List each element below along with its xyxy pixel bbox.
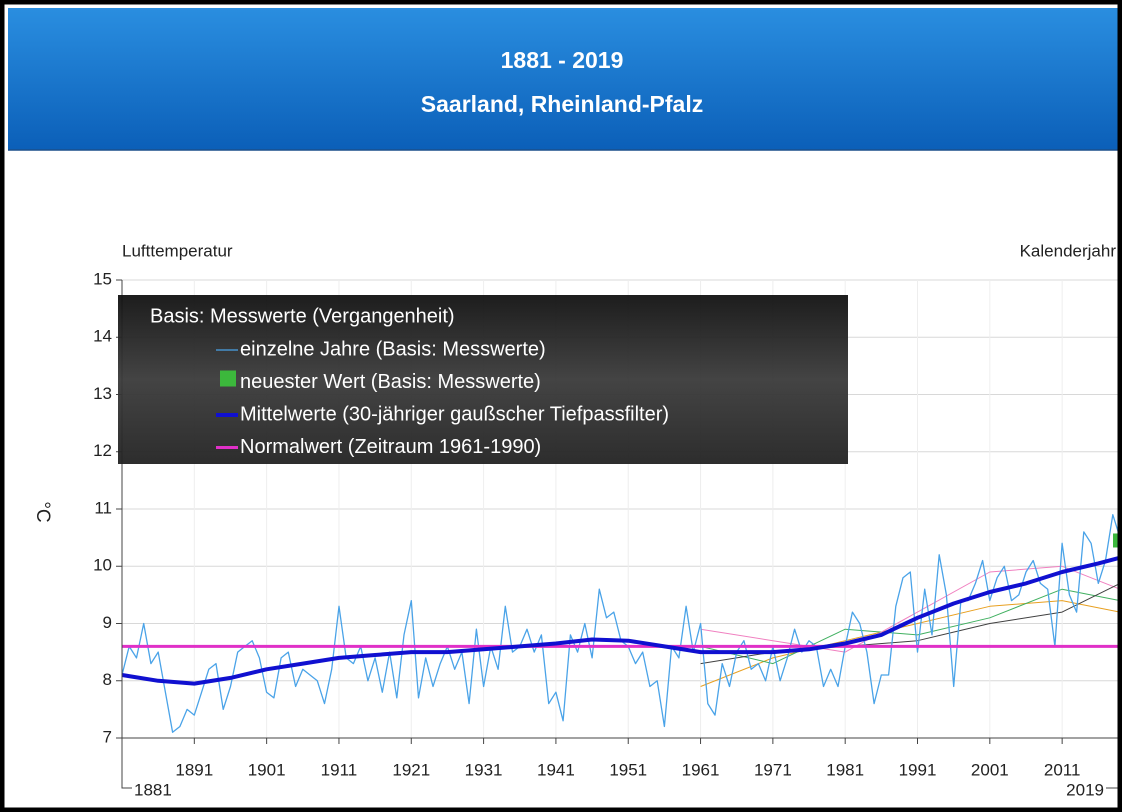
- y-tick-label: 13: [93, 384, 112, 403]
- x-tick-label: 1921: [392, 760, 430, 779]
- x-tick-label: 1951: [609, 760, 647, 779]
- x-tick-label: 1931: [465, 760, 503, 779]
- x-tick-label: 2001: [971, 760, 1009, 779]
- x-tick-label: 1981: [826, 760, 864, 779]
- x-tick-label: 1941: [537, 760, 575, 779]
- y-tick-label: 7: [103, 727, 112, 746]
- x-range-label: 1881: [134, 780, 172, 799]
- chart-title: 1881 - 2019: [501, 47, 624, 73]
- y-tick-label: 15: [93, 269, 112, 288]
- x-tick-label: 1901: [248, 760, 286, 779]
- x-range-bracket: [121, 778, 132, 789]
- x-range-label: 2019: [1066, 780, 1104, 799]
- legend-label: Mittelwerte (30-jähriger gaußscher Tiefp…: [240, 403, 669, 425]
- x-tick-label: 1991: [899, 760, 937, 779]
- legend-box: [118, 295, 848, 464]
- y-tick-label: 9: [103, 613, 112, 632]
- legend: Basis: Messwerte (Vergangenheit) einzeln…: [118, 295, 848, 464]
- series-line: [700, 600, 1121, 687]
- y-unit: °C: [32, 501, 53, 522]
- x-tick-label: 1891: [175, 760, 213, 779]
- legend-swatch: [220, 370, 236, 387]
- y-axis-title: Lufttemperatur: [122, 241, 233, 260]
- legend-label: einzelne Jahre (Basis: Messwerte): [240, 338, 546, 360]
- legend-label: Normalwert (Zeitraum 1961-1990): [240, 436, 541, 458]
- legend-label: neuester Wert (Basis: Messwerte): [240, 371, 541, 393]
- x-axis-title: Kalenderjahr: [1020, 241, 1117, 260]
- header: [8, 8, 1122, 150]
- series-line: [700, 565, 1121, 653]
- y-tick-label: 10: [93, 556, 112, 575]
- x-tick-label: 1971: [754, 760, 792, 779]
- series-line: [121, 555, 1121, 686]
- axes: 7 8 9 10 11 12 13 14 15 1891 1901 1911 1921 1931 1941 1…: [93, 269, 1122, 799]
- y-tick-label: 11: [94, 498, 112, 517]
- series-line: [700, 588, 1121, 665]
- plot: [121, 514, 1122, 733]
- y-tick-label: 14: [93, 327, 112, 346]
- chart-subtitle: Saarland, Rheinland-Pfalz: [421, 91, 703, 117]
- x-tick-label: 1961: [682, 760, 720, 779]
- y-tick-label: 8: [103, 670, 112, 689]
- y-tick-label: 12: [93, 441, 112, 460]
- x-tick-label: 1911: [321, 760, 358, 779]
- x-tick-label: 2011: [1044, 760, 1081, 779]
- legend-title: Basis: Messwerte (Vergangenheit): [150, 305, 455, 327]
